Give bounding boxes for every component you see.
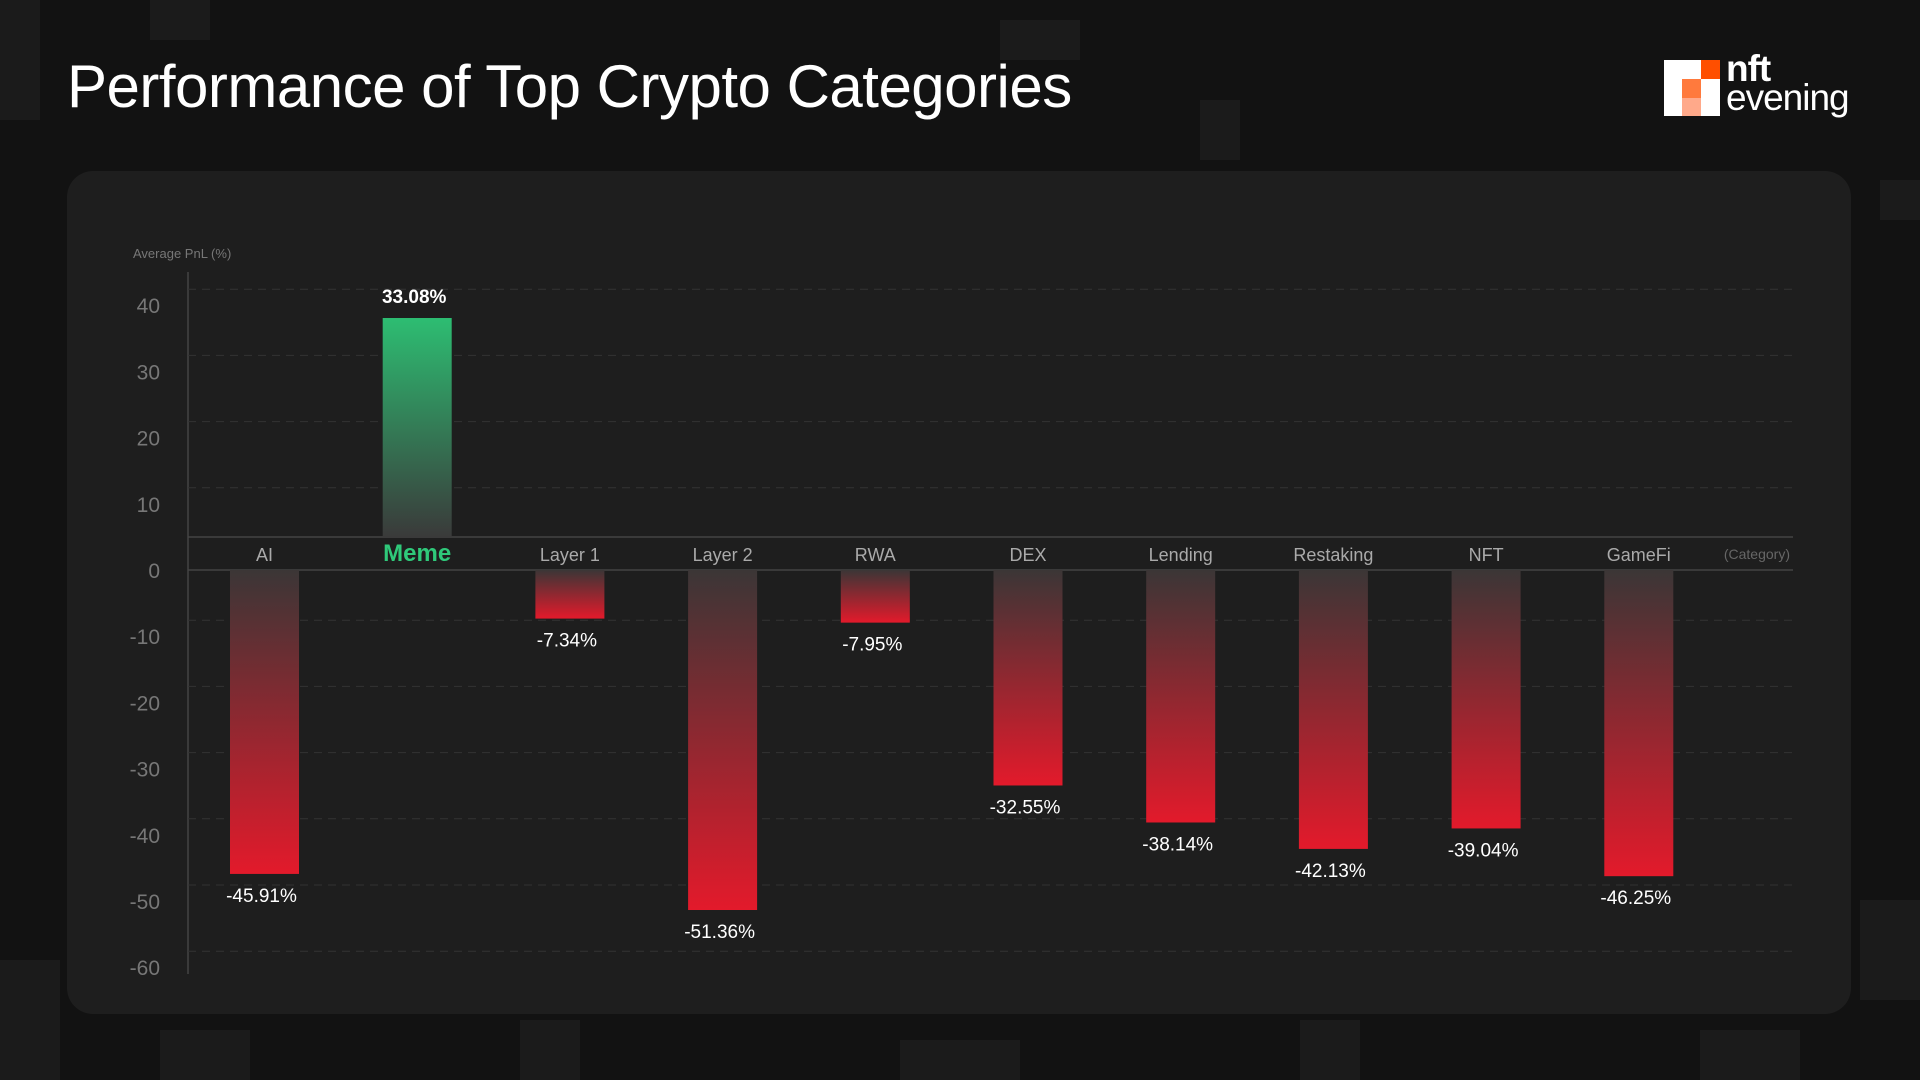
logo-text-nft: nft xyxy=(1726,48,1771,89)
data-label: 33.08% xyxy=(382,287,447,308)
category-label: Layer 2 xyxy=(693,545,753,565)
category-label: AI xyxy=(256,545,273,565)
logo-text-evening: evening xyxy=(1726,77,1850,118)
y-axis-label: Average PnL (%) xyxy=(133,246,231,261)
category-label: Restaking xyxy=(1293,545,1373,565)
y-tick-label: -20 xyxy=(130,692,160,715)
y-tick-label: 40 xyxy=(137,295,160,318)
y-tick-label: 0 xyxy=(148,560,160,583)
chart-panel xyxy=(67,171,1851,1014)
data-label: -7.95% xyxy=(842,635,902,656)
y-tick-label: -40 xyxy=(130,825,160,848)
bar xyxy=(1146,570,1216,823)
bar xyxy=(1451,570,1521,829)
nft-evening-logo: nft evening xyxy=(1664,50,1920,130)
category-label: Meme xyxy=(383,540,451,567)
bar xyxy=(382,318,452,537)
category-label: Layer 1 xyxy=(540,545,600,565)
category-label: DEX xyxy=(1009,545,1046,565)
bar xyxy=(840,570,910,623)
y-tick-label: 10 xyxy=(137,494,160,517)
category-label: NFT xyxy=(1469,545,1504,565)
data-label: -46.25% xyxy=(1600,888,1671,909)
y-tick-label: -10 xyxy=(130,626,160,649)
category-label: GameFi xyxy=(1607,545,1671,565)
y-tick-label: -50 xyxy=(130,891,160,914)
page-title: Performance of Top Crypto Categories xyxy=(67,53,1072,120)
data-label: -51.36% xyxy=(684,922,755,943)
y-tick-label: 30 xyxy=(137,361,160,384)
data-label: -38.14% xyxy=(1142,834,1213,855)
data-label: -7.34% xyxy=(537,631,597,652)
y-tick-label: -30 xyxy=(130,759,160,782)
bar xyxy=(993,570,1063,786)
logo-mark-icon xyxy=(1664,60,1720,116)
data-label: -39.04% xyxy=(1448,840,1519,861)
bar xyxy=(535,570,605,619)
y-tick-label: 20 xyxy=(137,428,160,451)
y-tick-label: -60 xyxy=(130,957,160,980)
data-label: -32.55% xyxy=(990,797,1061,818)
category-label: Lending xyxy=(1149,545,1213,565)
bar xyxy=(688,570,758,911)
bar xyxy=(1604,570,1674,877)
x-axis-label: (Category) xyxy=(1724,546,1790,562)
data-label: -42.13% xyxy=(1295,861,1366,882)
category-label: RWA xyxy=(855,545,896,565)
bar xyxy=(1298,570,1368,849)
data-label: -45.91% xyxy=(226,886,297,907)
bar xyxy=(230,570,299,874)
